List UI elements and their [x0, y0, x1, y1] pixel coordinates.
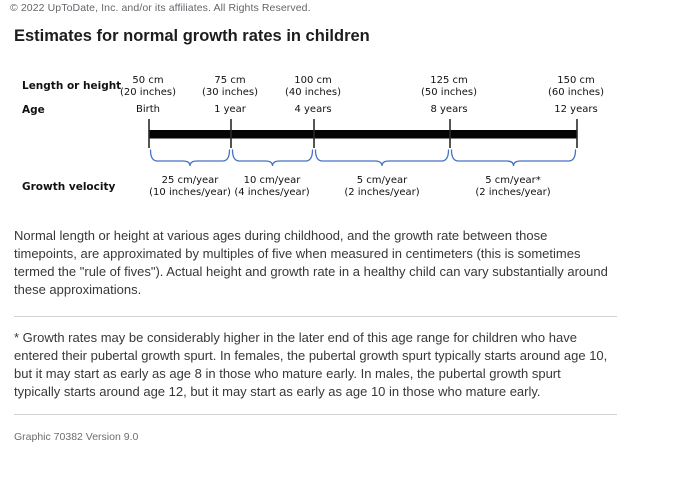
length-cm: 100 cm [294, 75, 332, 86]
length-inches: (60 inches) [547, 87, 605, 98]
velocity-inches: (4 inches/year) [234, 187, 310, 198]
velocity-1yr-4yr: 10 cm/year (4 inches/year) [205, 175, 339, 199]
timeline-braces [149, 149, 577, 167]
divider [14, 316, 617, 317]
velocity-cm: 10 cm/year [243, 175, 301, 186]
age-value-birth: Birth [135, 104, 160, 115]
age-value-12yr: 12 years [554, 104, 598, 115]
length-value-birth: 50 cm (20 inches) [88, 75, 208, 99]
page-title: Estimates for normal growth rates in chi… [14, 27, 370, 45]
length-inches: (40 inches) [284, 87, 342, 98]
length-cm: 125 cm [430, 75, 468, 86]
brace-birth-1yr [149, 149, 231, 167]
length-value-1yr: 75 cm (30 inches) [170, 75, 290, 99]
timeline-bar [149, 130, 577, 139]
velocity-inches: (10 inches/year) [149, 187, 231, 198]
age-row-label: Age [22, 104, 45, 116]
length-value-8yr: 125 cm (50 inches) [389, 75, 509, 99]
length-inches: (50 inches) [420, 87, 478, 98]
brace-8yr-12yr [450, 149, 577, 167]
brace-4yr-8yr [314, 149, 450, 167]
timeline-ticks [148, 119, 578, 148]
length-value-12yr: 150 cm (60 inches) [516, 75, 636, 99]
length-row-label: Length or height [22, 80, 122, 92]
length-cm: 150 cm [557, 75, 595, 86]
velocity-4yr-8yr: 5 cm/year (2 inches/year) [315, 175, 449, 199]
length-cm: 75 cm [214, 75, 246, 86]
brace-1yr-4yr [231, 149, 314, 167]
age-value-8yr: 8 years [430, 104, 468, 115]
velocity-birth-1yr: 25 cm/year (10 inches/year) [123, 175, 257, 199]
length-value-4yr: 100 cm (40 inches) [253, 75, 373, 99]
velocity-row-label: Growth velocity [22, 181, 116, 193]
copyright-line: © 2022 UpToDate, Inc. and/or its affilia… [10, 2, 311, 14]
length-cm: 50 cm [132, 75, 164, 86]
divider [14, 414, 617, 415]
length-inches: (20 inches) [119, 87, 177, 98]
velocity-inches: (2 inches/year) [475, 187, 551, 198]
figure-footnote: * Growth rates may be considerably highe… [14, 330, 608, 399]
age-value-4yr: 4 years [294, 104, 332, 115]
velocity-cm: 5 cm/year* [485, 175, 541, 186]
age-value-1yr: 1 year [214, 104, 246, 115]
figure-caption: Normal length or height at various ages … [14, 228, 608, 297]
velocity-8yr-12yr: 5 cm/year* (2 inches/year) [446, 175, 580, 199]
velocity-cm: 5 cm/year [356, 175, 408, 186]
velocity-inches: (2 inches/year) [344, 187, 420, 198]
length-inches: (30 inches) [201, 87, 259, 98]
velocity-cm: 25 cm/year [161, 175, 219, 186]
timeline-graphic [148, 119, 578, 167]
graphic-version-label: Graphic 70382 Version 9.0 [14, 431, 139, 443]
